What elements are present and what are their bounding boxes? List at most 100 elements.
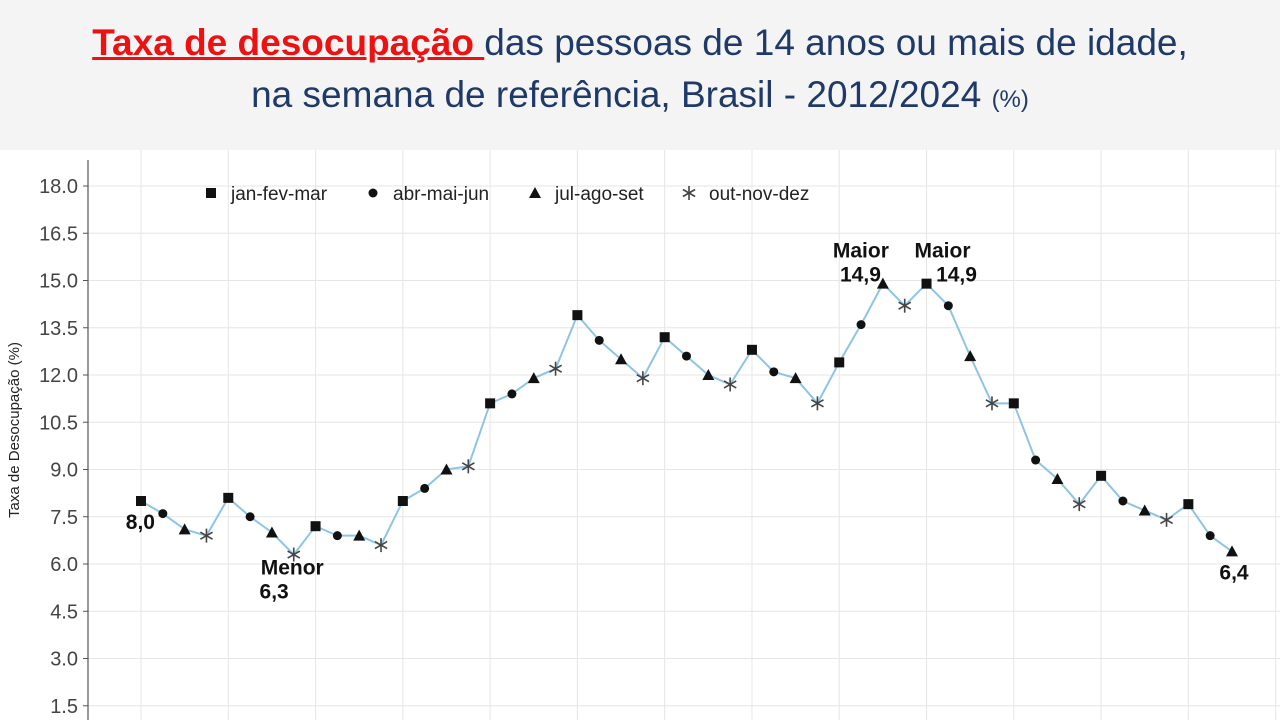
data-point-triangle bbox=[1051, 472, 1064, 484]
asterisk-stroke bbox=[810, 399, 824, 408]
data-point-square bbox=[834, 357, 845, 368]
legend-label: jul-ago-set bbox=[554, 184, 644, 205]
asterisk-stroke bbox=[898, 301, 912, 310]
asterisk-stroke bbox=[1160, 515, 1174, 525]
data-annotation: 6,4 bbox=[1219, 561, 1249, 584]
data-point-circle bbox=[682, 351, 691, 361]
data-annotation: Maior bbox=[915, 240, 971, 263]
data-point-asterisk bbox=[810, 396, 824, 411]
data-point-asterisk bbox=[1072, 497, 1086, 512]
title-second-line: na semana de referência, Brasil - 2012/2… bbox=[251, 74, 982, 115]
asterisk-stroke bbox=[636, 373, 650, 383]
data-point-circle bbox=[769, 367, 779, 377]
data-point-circle bbox=[856, 320, 866, 330]
title-unit: (%) bbox=[991, 86, 1029, 113]
legend-marker-circle bbox=[368, 188, 378, 198]
data-point-asterisk bbox=[723, 377, 737, 392]
data-point-asterisk bbox=[549, 361, 563, 376]
asterisk-stroke bbox=[549, 364, 563, 373]
y-tick-label: 10.5 bbox=[39, 412, 78, 434]
data-point-asterisk bbox=[287, 547, 301, 562]
data-point-circle bbox=[332, 531, 342, 541]
title-highlight: Taxa de desocupação bbox=[92, 22, 485, 63]
data-point-triangle bbox=[353, 529, 366, 541]
data-annotation: 14,9 bbox=[936, 264, 977, 287]
data-point-triangle bbox=[265, 526, 278, 538]
data-point-triangle bbox=[178, 523, 191, 535]
data-point-triangle bbox=[789, 372, 802, 384]
data-point-square bbox=[746, 344, 757, 355]
y-tick-label: 7.5 bbox=[50, 507, 78, 529]
data-point-asterisk bbox=[898, 298, 912, 313]
data-point-square bbox=[1008, 398, 1019, 409]
data-point-circle bbox=[245, 512, 255, 522]
data-annotation: Maior bbox=[833, 240, 889, 263]
data-point-triangle bbox=[615, 353, 628, 365]
y-axis-label: Taxa de Desocupação (%) bbox=[6, 342, 23, 518]
data-point-triangle bbox=[440, 463, 453, 475]
y-tick-label: 13.5 bbox=[39, 318, 78, 340]
data-annotation: 14,9 bbox=[840, 264, 881, 287]
data-point-square bbox=[397, 496, 408, 506]
data-point-circle bbox=[1118, 496, 1128, 506]
asterisk-stroke bbox=[374, 540, 388, 550]
y-tick-label: 4.5 bbox=[50, 601, 78, 623]
y-tick-label: 6.0 bbox=[50, 554, 78, 576]
series-line bbox=[140, 281, 1233, 557]
data-point-circle bbox=[158, 509, 168, 519]
data-point-square bbox=[1183, 499, 1194, 510]
title-rest: das pessoas de 14 anos ou mais de idade, bbox=[484, 22, 1188, 63]
data-point-circle bbox=[1031, 455, 1041, 465]
data-point-square bbox=[921, 278, 932, 289]
y-tick-label: 3.0 bbox=[50, 649, 78, 671]
legend-label: out-nov-dez bbox=[709, 184, 809, 205]
data-point-triangle bbox=[702, 369, 715, 380]
title-line-1: Taxa de desocupação das pessoas de 14 an… bbox=[0, 22, 1280, 64]
legend: jan-fev-mar abr-mai-jun jul-ago-set out-nov… bbox=[206, 184, 809, 205]
asterisk-stroke bbox=[985, 399, 999, 408]
data-point-circle bbox=[943, 301, 953, 311]
data-point-square bbox=[572, 310, 583, 321]
data-point-asterisk bbox=[636, 371, 650, 386]
asterisk-stroke bbox=[461, 462, 475, 471]
asterisk-stroke bbox=[682, 188, 696, 198]
legend-marker-asterisk bbox=[682, 186, 696, 200]
legend-label: abr-mai-jun bbox=[393, 184, 489, 205]
data-annotation: Menor bbox=[261, 557, 324, 580]
asterisk-stroke bbox=[723, 380, 737, 389]
data-point-square bbox=[223, 492, 234, 503]
data-point-triangle bbox=[1138, 504, 1151, 516]
y-tick-label: 1.5 bbox=[50, 696, 78, 718]
y-tick-label: 18.0 bbox=[39, 176, 78, 198]
data-point-triangle bbox=[964, 350, 977, 362]
data-point-circle bbox=[1205, 531, 1215, 541]
data-point-square bbox=[310, 521, 321, 532]
legend-label: jan-fev-mar bbox=[230, 184, 328, 205]
chart-header: Taxa de desocupação das pessoas de 14 an… bbox=[0, 0, 1280, 150]
y-tick-label: 12.0 bbox=[39, 365, 78, 387]
data-point-asterisk bbox=[461, 459, 475, 474]
title-line-2: na semana de referência, Brasil - 2012/2… bbox=[0, 74, 1280, 116]
y-tick-label: 16.5 bbox=[39, 223, 78, 245]
data-point-triangle bbox=[527, 372, 540, 384]
asterisk-stroke bbox=[199, 531, 213, 540]
data-point-asterisk bbox=[1160, 512, 1174, 527]
data-point-square bbox=[1096, 470, 1107, 481]
y-tick-label: 9.0 bbox=[50, 460, 78, 482]
data-point-asterisk bbox=[985, 396, 999, 411]
unemployment-line-chart: Taxa de Desocupação (%) 1.5 3.0 4.5 6.0 7.5 9.… bbox=[6, 150, 1280, 720]
asterisk-stroke bbox=[1072, 499, 1086, 509]
data-point-square bbox=[485, 398, 496, 409]
legend-marker-triangle bbox=[529, 187, 541, 198]
data-point-circle bbox=[507, 389, 517, 399]
data-annotation: 8,0 bbox=[126, 511, 155, 534]
data-point-asterisk bbox=[199, 528, 213, 543]
data-point-square bbox=[659, 332, 670, 343]
data-annotation: 6,3 bbox=[260, 581, 289, 604]
data-point-square bbox=[136, 496, 146, 506]
y-tick-label: 15.0 bbox=[39, 271, 78, 293]
data-point-triangle bbox=[1226, 545, 1238, 557]
data-point-triangle bbox=[876, 277, 889, 289]
asterisk-stroke bbox=[287, 550, 301, 559]
legend-marker-square bbox=[206, 188, 216, 198]
